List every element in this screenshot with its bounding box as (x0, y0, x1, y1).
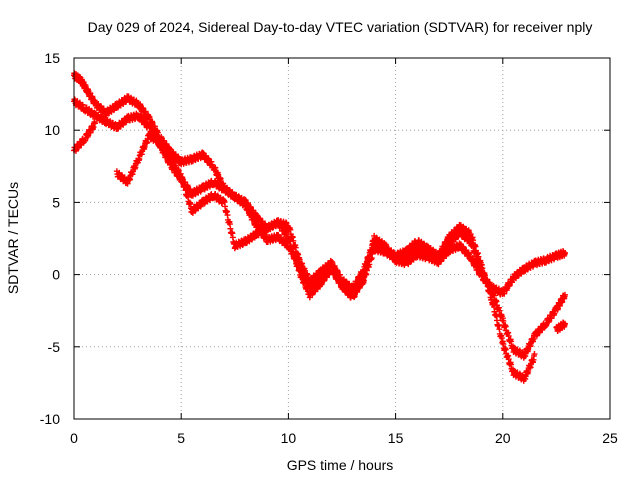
x-tick-label: 0 (70, 430, 78, 446)
y-tick-label: 5 (52, 194, 60, 210)
x-tick-label: 10 (281, 430, 297, 446)
y-tick-label: 0 (52, 267, 60, 283)
y-tick-label: -10 (40, 411, 60, 427)
x-axis-label: GPS time / hours (287, 457, 394, 473)
x-tick-label: 5 (177, 430, 185, 446)
y-axis-label: SDTVAR / TECUs (5, 182, 21, 294)
x-tick-label: 15 (388, 430, 404, 446)
series-track-c (71, 118, 568, 301)
data-point (91, 120, 98, 127)
axis-ticks: 0 5 10 15 20 25 -10 -5 0 5 10 15 (40, 50, 618, 446)
y-tick-label: -5 (48, 339, 61, 355)
data-point (561, 291, 568, 298)
data-points (71, 70, 568, 384)
data-point (531, 351, 538, 358)
data-point (561, 320, 568, 327)
data-point (561, 249, 568, 256)
chart-title: Day 029 of 2024, Sidereal Day-to-day VTE… (88, 19, 593, 35)
x-tick-label: 20 (495, 430, 511, 446)
x-tick-label: 25 (602, 430, 618, 446)
plot-frame (73, 57, 611, 420)
data-point (177, 170, 184, 177)
y-tick-label: 15 (44, 50, 60, 66)
y-tick-label: 10 (44, 122, 60, 138)
